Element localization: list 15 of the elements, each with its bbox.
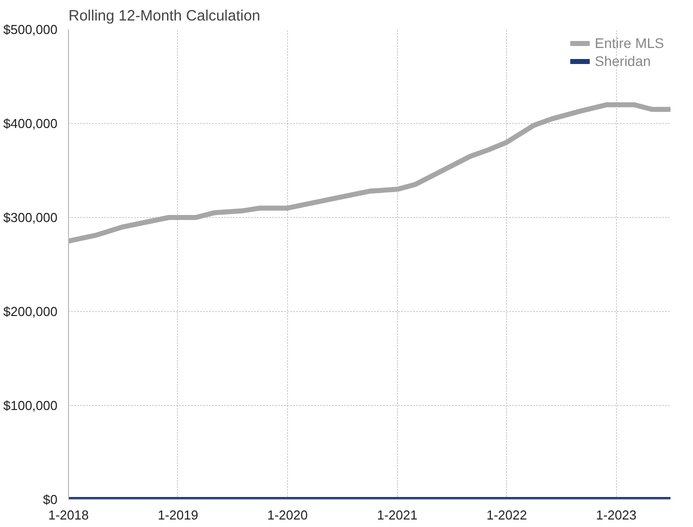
x-tick-label: 1-2023 [596,508,636,522]
y-tick-label: $500,000 [3,22,58,37]
y-tick-label: $100,000 [3,398,58,413]
x-tick-label: 1-2020 [267,508,308,522]
y-tick-label: $200,000 [3,304,58,319]
y-tick-label: $300,000 [3,210,58,225]
x-tick-label: 1-2018 [48,508,89,522]
x-tick-label: 1-2022 [486,508,527,522]
legend-label: Sheridan [594,53,651,69]
x-tick-label: 1-2021 [377,508,418,522]
x-tick-label: 1-2019 [158,508,198,522]
legend-label: Entire MLS [594,35,664,51]
chart-title: Rolling 12-Month Calculation [68,8,260,24]
y-tick-label: $400,000 [3,116,58,131]
y-tick-label: $0 [43,492,58,507]
